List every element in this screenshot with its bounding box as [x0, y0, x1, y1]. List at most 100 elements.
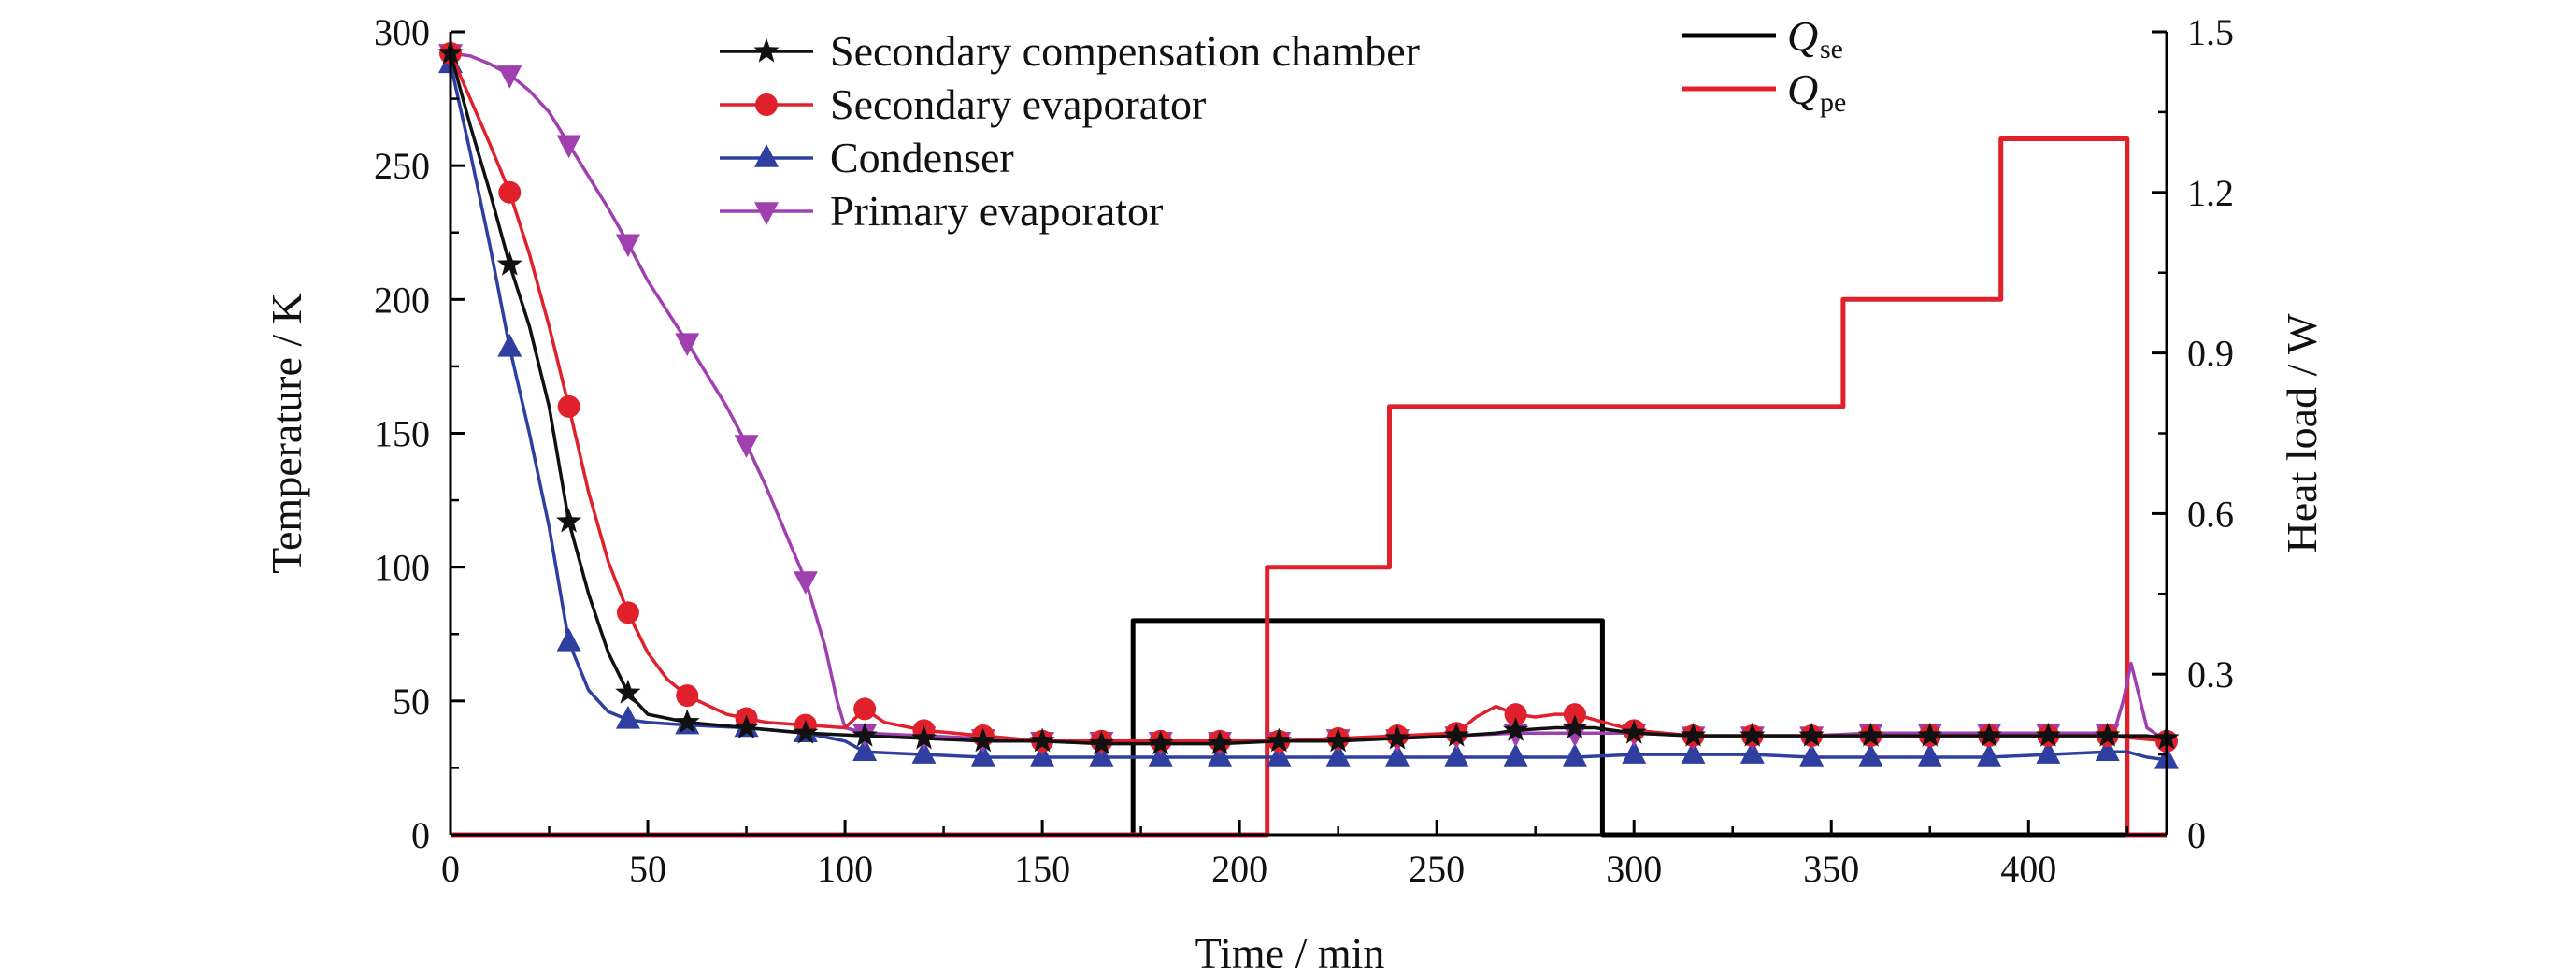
x-tick-label: 150	[1014, 848, 1070, 890]
data-point	[615, 234, 640, 258]
data-point	[1325, 743, 1351, 767]
data-point	[615, 705, 640, 729]
data-point	[556, 627, 581, 652]
series-line	[449, 64, 2168, 762]
data-point	[1444, 743, 1469, 767]
data-point	[557, 394, 580, 418]
y-tick-label: 200	[374, 279, 430, 321]
x-tick-label: 400	[2000, 848, 2056, 890]
y-tick-label: 150	[374, 413, 430, 455]
legend-label-sub: se	[1820, 34, 1843, 65]
data-point	[556, 135, 581, 159]
data-point	[1384, 724, 1410, 750]
data-point	[496, 251, 522, 276]
series-secondary-evaporator	[439, 41, 2178, 753]
y2-tick-label: 0.9	[2187, 333, 2234, 375]
data-point	[852, 738, 878, 761]
data-point	[1976, 722, 2002, 747]
data-point	[616, 601, 639, 624]
y2-tick-label: 0	[2187, 814, 2206, 856]
data-point	[1148, 730, 1174, 755]
series-primary-evaporator	[438, 44, 2168, 755]
y2-tick-label: 1.2	[2187, 172, 2234, 214]
data-point	[1088, 730, 1114, 755]
data-point	[1563, 703, 1586, 726]
data-point	[1977, 743, 2002, 767]
y-tick-label: 100	[374, 547, 430, 589]
data-point	[1798, 722, 1825, 747]
legend-item: Condenser	[720, 134, 1014, 181]
legend-marker	[755, 93, 778, 116]
data-point	[793, 719, 819, 744]
series-line	[450, 51, 2168, 743]
y2-tick-label: 1.5	[2187, 11, 2234, 53]
legend-label: Secondary compensation chamber	[830, 27, 1420, 75]
data-point	[1504, 703, 1527, 726]
data-point	[1207, 730, 1233, 755]
legend-item: Primary evaporator	[720, 187, 1163, 235]
data-point	[734, 435, 759, 458]
data-point	[970, 727, 996, 753]
y2-axis-title: Heat load / W	[2278, 313, 2326, 552]
y-tick-label: 0	[411, 814, 430, 856]
x-tick-label: 200	[1211, 848, 1267, 890]
series-line	[449, 52, 2168, 743]
x-axis-title: Time / min	[1195, 929, 1385, 975]
series-line	[451, 136, 2167, 838]
data-point	[676, 684, 699, 708]
series-secondary-compensation-chamber	[437, 39, 2180, 755]
data-point	[1799, 743, 1825, 767]
data-point	[2035, 722, 2061, 747]
x-tick-label: 300	[1606, 848, 1662, 890]
data-point	[1562, 743, 1587, 767]
data-point	[1621, 719, 1647, 744]
data-point	[615, 679, 641, 704]
data-point	[1443, 722, 1469, 747]
data-point	[556, 508, 582, 533]
series-line	[449, 52, 2168, 746]
legend-label-main: Q	[1787, 12, 1818, 60]
legend-layer: Secondary compensation chamber Secondary …	[720, 12, 1846, 235]
data-point	[1858, 743, 1883, 767]
legend-label: Secondary evaporator	[830, 80, 1206, 128]
data-point	[1622, 740, 1647, 764]
data-point	[1503, 743, 1528, 767]
legend-label: Primary evaporator	[830, 187, 1163, 235]
legend-item: Secondary evaporator	[720, 80, 1206, 128]
series-qse	[451, 618, 2167, 838]
data-point	[497, 65, 522, 89]
data-point	[1917, 743, 1942, 767]
data-point	[734, 714, 760, 738]
data-point	[793, 571, 818, 595]
x-tick-label: 0	[441, 848, 460, 890]
data-point	[1681, 740, 1706, 764]
data-point	[1680, 722, 1707, 747]
y2-tick-label: 0.6	[2187, 493, 2234, 535]
x-tick-label: 50	[629, 848, 666, 890]
legend-label: Condenser	[830, 134, 1014, 181]
y-tick-label: 300	[374, 11, 430, 53]
y2-tick-label: 0.3	[2187, 653, 2234, 695]
series-qpe	[451, 136, 2167, 838]
x-tick-label: 100	[817, 848, 873, 890]
legend-item: Secondary compensation chamber	[720, 27, 1420, 75]
data-point	[853, 697, 877, 721]
data-point	[1562, 724, 1587, 748]
legend-marker	[753, 37, 780, 63]
data-point	[497, 333, 522, 357]
y-tick-label: 250	[374, 145, 430, 187]
data-point	[1917, 722, 1943, 747]
data-point	[1029, 727, 1055, 753]
x-tick-label: 250	[1409, 848, 1465, 890]
data-point	[675, 333, 700, 357]
x-tick-label: 350	[1803, 848, 1859, 890]
legend-label-main: Q	[1787, 65, 1818, 113]
data-point	[1503, 717, 1529, 741]
data-point	[1739, 722, 1766, 747]
series-line	[451, 618, 2167, 838]
data-point	[970, 743, 995, 767]
data-point	[911, 740, 937, 764]
data-point	[1266, 727, 1292, 753]
